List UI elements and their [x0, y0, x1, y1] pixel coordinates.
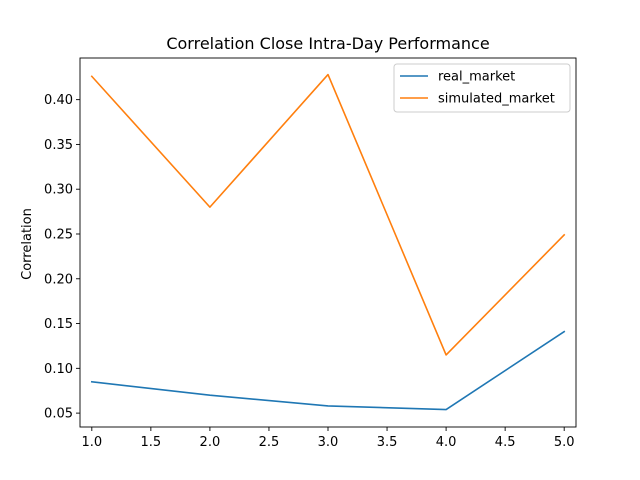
x-tick-label: 5.0	[554, 435, 575, 450]
y-tick-label: 0.40	[44, 93, 73, 108]
x-tick-label: 4.0	[436, 435, 457, 450]
legend-label-real_market: real_market	[438, 70, 515, 85]
y-tick-label: 0.20	[44, 272, 73, 287]
x-tick-label: 3.0	[318, 435, 339, 450]
x-tick-label: 2.0	[200, 435, 221, 450]
x-tick-label: 4.5	[495, 435, 516, 450]
plot-area: 1.0 1.5 2.0 2.5 3.0 3.5 4.0 4.5 5.0 0.05 0.10 0.15 0…	[44, 57, 577, 450]
x-tick-label: 1.0	[81, 435, 102, 450]
y-tick-label: 0.25	[44, 227, 73, 242]
axes-frame	[79, 57, 577, 428]
legend-box	[393, 63, 571, 113]
legend-label-simulated_market: simulated_market	[438, 92, 555, 107]
y-axis-label: Correlation	[20, 208, 35, 280]
y-tick-label: 0.35	[44, 138, 73, 153]
x-tick-label: 3.5	[377, 435, 398, 450]
y-tick-label: 0.10	[44, 362, 73, 377]
series-line-real_market	[90, 330, 566, 411]
x-tick-label: 1.5	[141, 435, 162, 450]
y-tick-label: 0.30	[44, 183, 73, 198]
series-line-simulated_market	[90, 73, 566, 356]
legend: real_market simulated_market	[393, 63, 571, 113]
y-tick-label: 0.15	[44, 317, 73, 332]
x-tick-label: 2.5	[259, 435, 280, 450]
y-tick-label: 0.05	[44, 407, 73, 422]
chart-title: Correlation Close Intra-Day Performance	[166, 34, 489, 53]
